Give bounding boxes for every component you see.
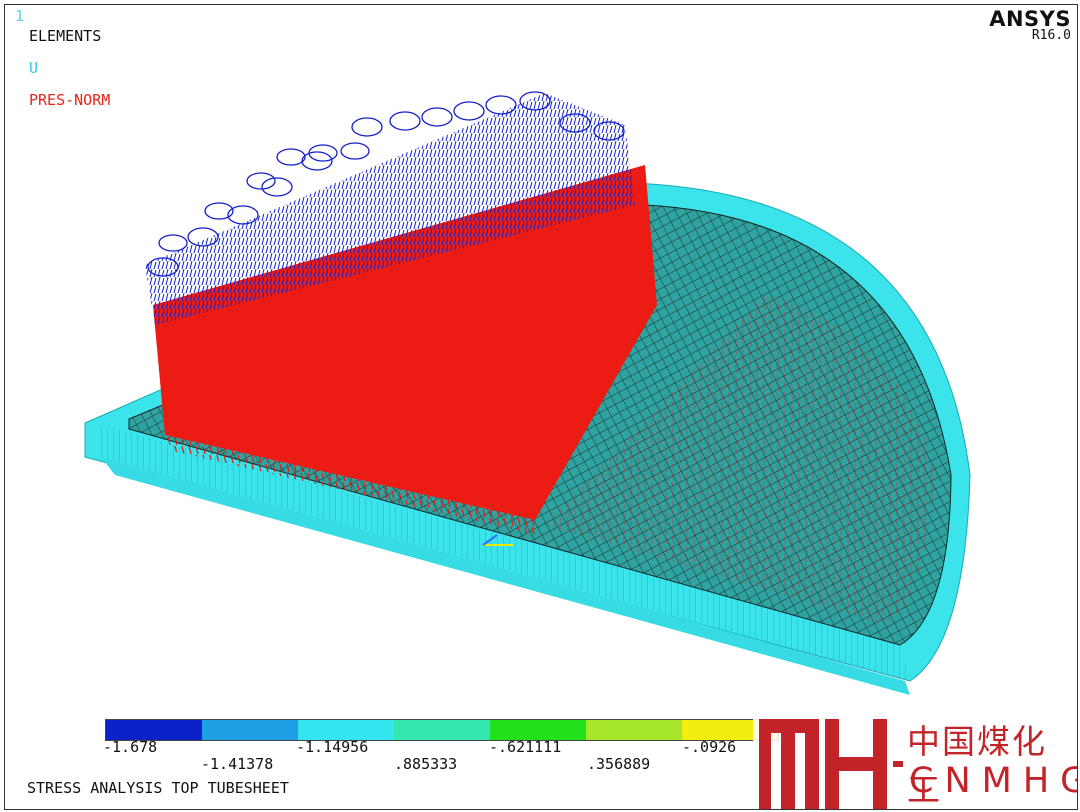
colorbar-swatch xyxy=(202,720,298,740)
window-number: 1 xyxy=(15,7,25,25)
colorbar-swatch xyxy=(586,720,682,740)
tube-stubs xyxy=(165,435,537,535)
colorbar-tick-label: .356889 xyxy=(587,755,651,773)
fea-model-view[interactable] xyxy=(5,5,1077,809)
pressure-marks-mesh xyxy=(545,295,935,625)
colorbar-swatch xyxy=(490,720,586,740)
tube-bundle-pressure-texture xyxy=(153,165,657,520)
ansys-brand: ANSYS R16.0 xyxy=(989,7,1071,43)
plot-caption: STRESS ANALYSIS TOP TUBESHEET xyxy=(27,779,289,797)
flange-side-face xyxy=(101,457,910,695)
coordinate-triad xyxy=(482,534,513,546)
watermark: 中国煤化工 CNMHG xyxy=(753,711,1077,809)
graphics-viewport[interactable]: 1 ELEMENTS U PRES-NORM ANSYS R16.0 -1.678 -… xyxy=(4,4,1078,810)
colorbar-tick-label: -.621111 xyxy=(489,738,562,756)
brand-name: ANSYS xyxy=(989,7,1071,31)
colorbar-tick-label: -.0926 xyxy=(682,738,737,756)
legend-entry: PRES-NORM xyxy=(29,91,111,109)
colorbar-tick-label: -1.678 xyxy=(103,738,158,756)
watermark-latin: CNMHG xyxy=(909,761,1077,801)
tube-top-rings xyxy=(147,91,625,277)
legend-entry: U xyxy=(29,59,39,77)
colorbar-swatch xyxy=(106,720,202,740)
contour-colorbar xyxy=(105,719,779,741)
tube-bundle-tops xyxy=(145,93,635,325)
watermark-logo xyxy=(759,719,1077,809)
displacement-symbols xyxy=(101,425,910,681)
colorbar-tick-label: -1.14956 xyxy=(296,738,369,756)
legend-entry: ELEMENTS xyxy=(29,27,102,45)
colorbar-tick-label: -1.41378 xyxy=(201,755,274,773)
colorbar-swatch xyxy=(394,720,490,740)
brand-release: R16.0 xyxy=(1031,28,1071,43)
colorbar-tick-label: .885333 xyxy=(394,755,458,773)
colorbar-swatch xyxy=(298,720,394,740)
watermark-chinese: 中国煤化工 xyxy=(907,722,1047,809)
